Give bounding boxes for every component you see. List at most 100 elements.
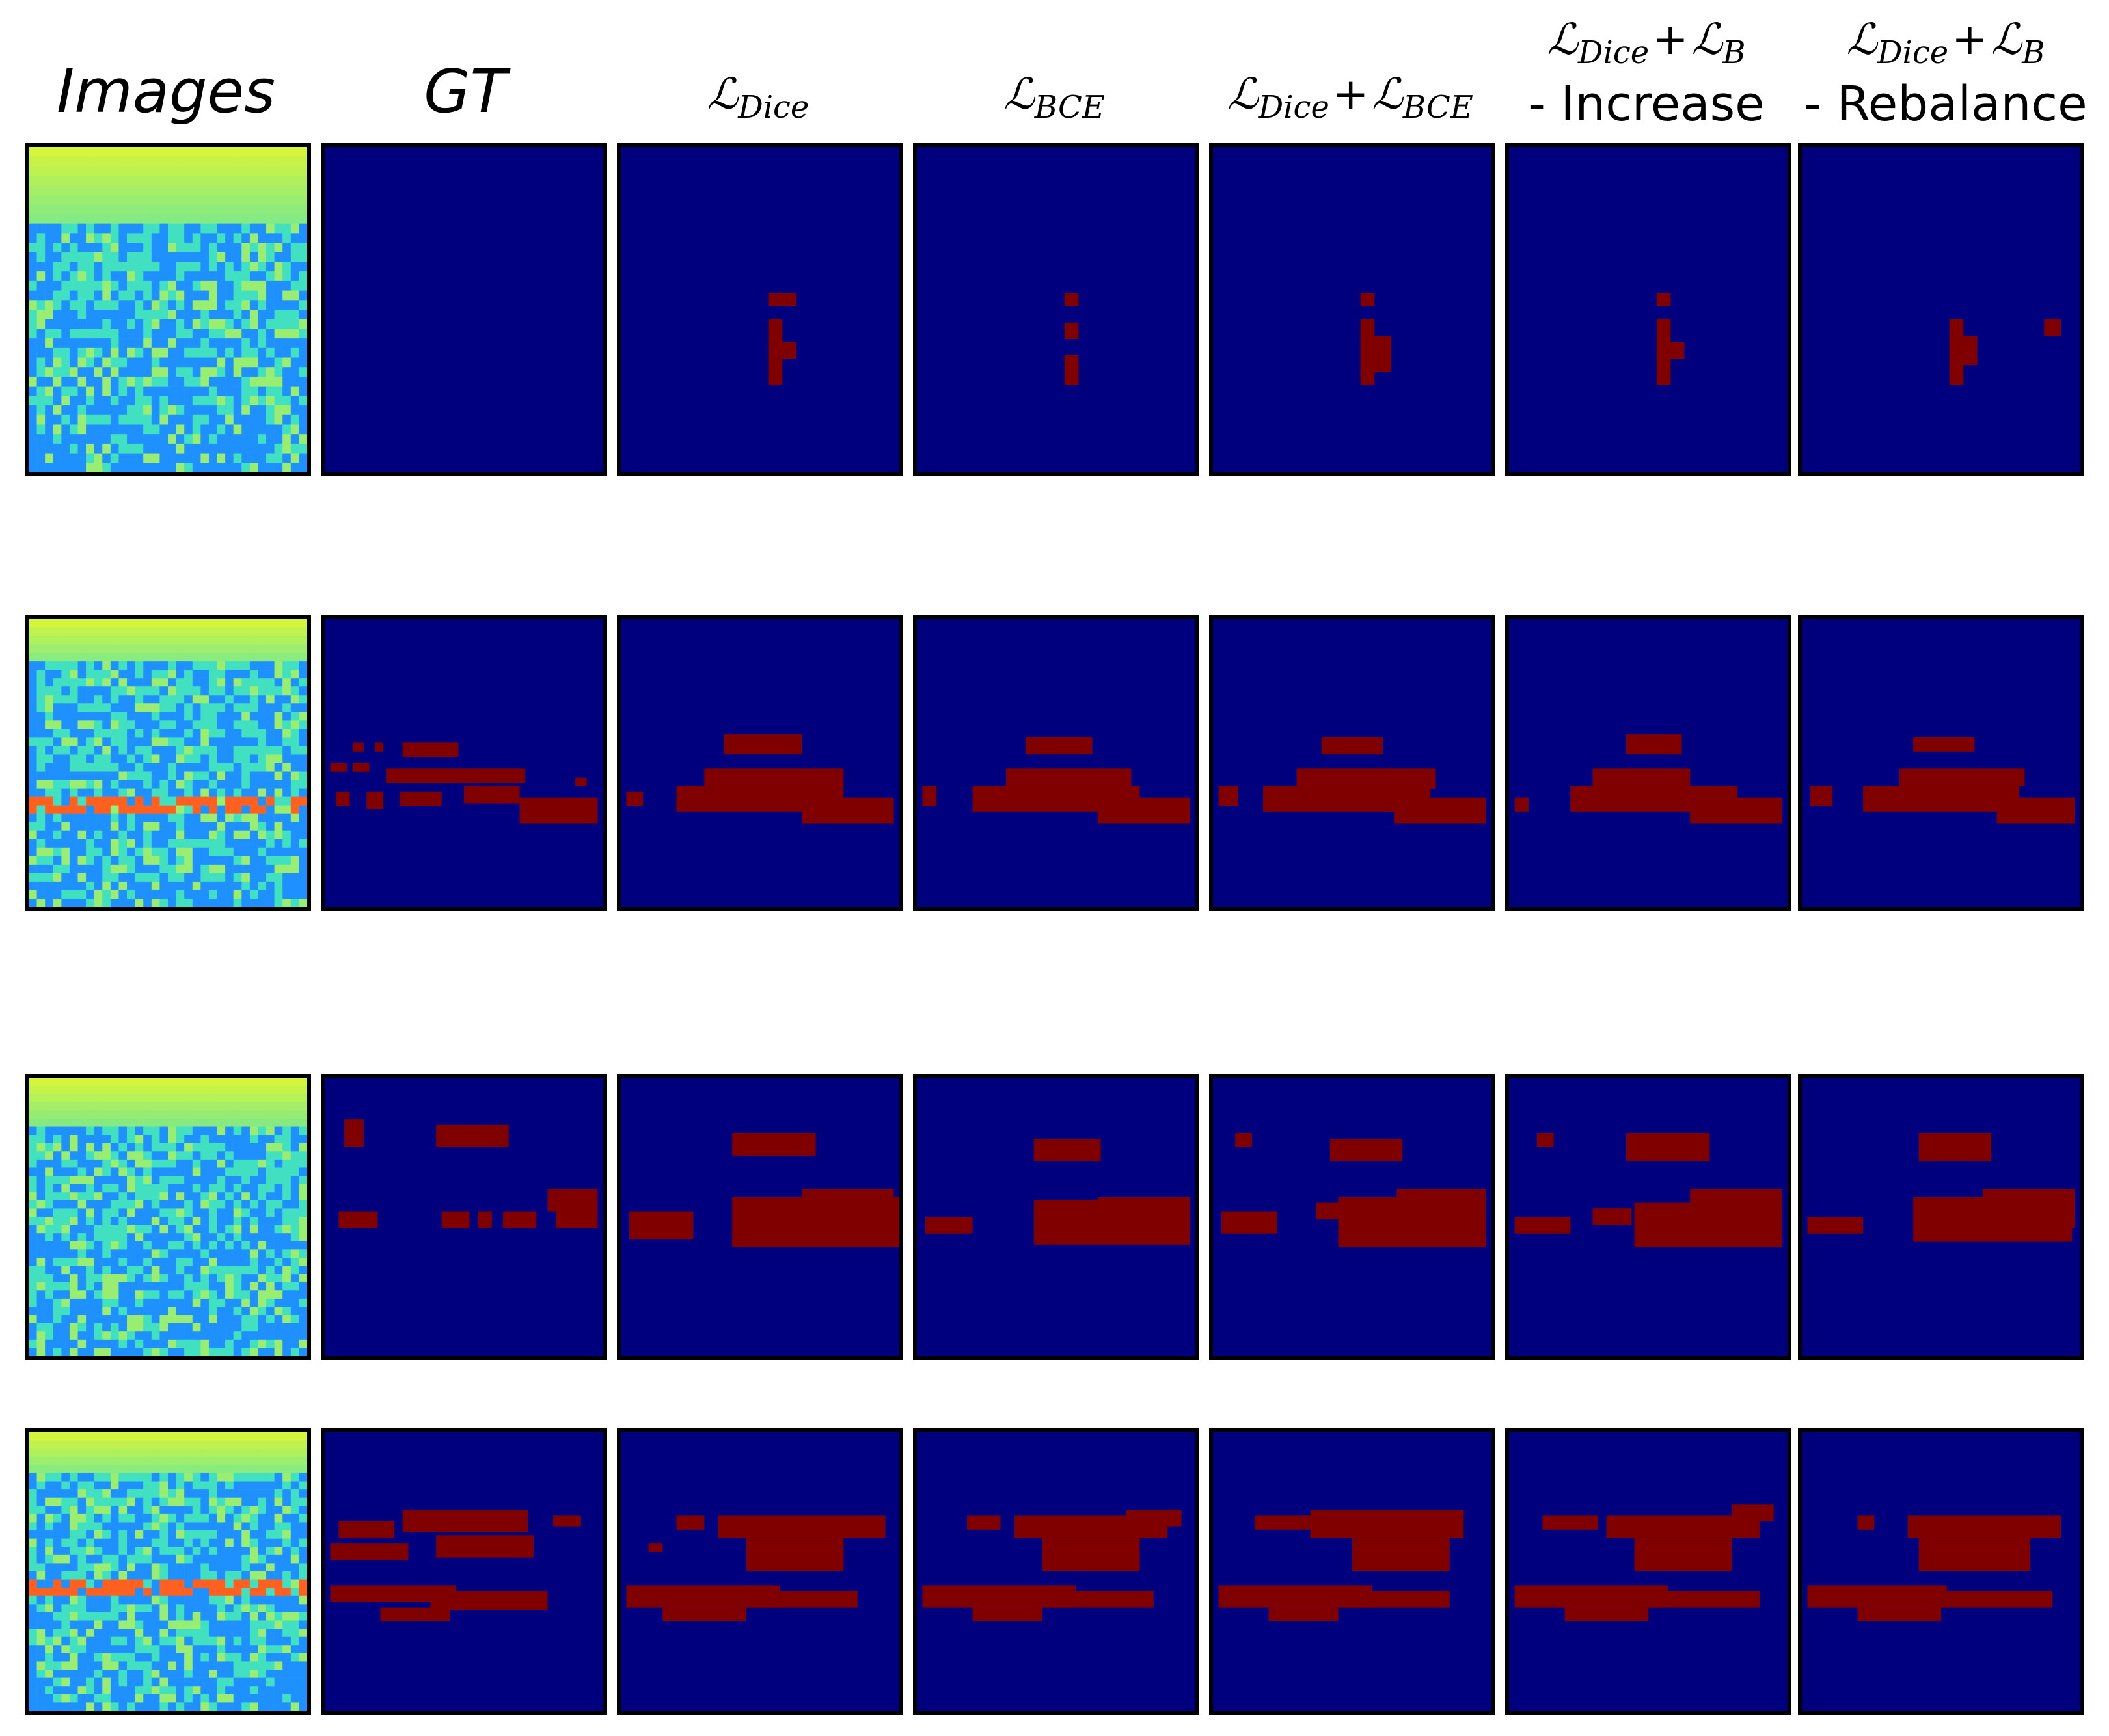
image-pixel [225,1184,234,1193]
image-pixel [258,1702,267,1711]
mask-region [1514,1217,1571,1234]
image-pixel [192,319,201,329]
image-pixel [200,1249,210,1258]
image-pixel [45,1274,53,1282]
image-pixel [127,1481,135,1490]
image-pixel [94,1167,103,1176]
image-pixel [77,1440,87,1449]
image-pixel [151,737,160,746]
image-pixel [143,788,152,797]
image-pixel [77,737,87,746]
image-pixel [176,204,185,215]
image-pixel [86,1670,94,1678]
image-pixel [151,396,160,406]
image-pixel [233,1440,242,1449]
image-pixel [102,1151,111,1160]
image-pixel [184,678,193,687]
image-pixel [36,1200,46,1209]
image-pixel [135,712,144,721]
image-pixel [94,166,103,176]
image-pixel [233,1497,242,1506]
image-pixel [266,788,275,797]
image-pixel [77,223,87,234]
row-3-input-image [25,1074,311,1360]
image-pixel [176,1489,185,1498]
image-pixel [168,1184,176,1193]
image-pixel [233,1135,242,1143]
image-pixel [94,376,103,387]
image-pixel [151,1604,160,1613]
image-pixel [94,627,103,636]
image-pixel [225,796,234,806]
image-pixel [143,1315,152,1323]
image-pixel [29,1604,37,1613]
image-pixel [290,204,299,215]
image-pixel [94,1094,103,1102]
image-pixel [127,300,135,310]
image-pixel [176,1670,185,1678]
image-pixel [94,695,103,704]
image-pixel [241,1290,251,1299]
image-pixel [249,1677,258,1687]
image-pixel [29,780,37,789]
image-pixel [118,763,128,772]
image-pixel [168,780,176,789]
image-pixel [184,156,193,167]
image-pixel [282,1579,292,1588]
image-pixel [266,1645,275,1654]
image-pixel [118,695,128,704]
image-pixel [159,405,169,416]
image-pixel [200,1686,210,1695]
image-pixel [184,213,193,224]
image-pixel [249,661,258,670]
image-pixel [168,386,176,396]
image-pixel [36,280,46,291]
image-pixel [151,156,160,167]
image-pixel [135,805,144,814]
image-pixel [151,347,160,358]
image-pixel [200,1604,210,1613]
image-pixel [241,746,251,755]
image-pixel [69,243,78,253]
image-pixel [53,678,62,687]
image-pixel [86,185,94,195]
mask-region [330,1543,409,1560]
image-pixel [225,1489,234,1498]
image-pixel [176,813,185,822]
image-pixel [233,1217,242,1225]
image-pixel [135,223,144,234]
image-pixel [36,1579,46,1588]
image-pixel [29,1257,37,1266]
image-pixel [36,386,46,396]
image-pixel [266,1143,275,1152]
image-pixel [168,1636,176,1646]
image-pixel [29,1620,37,1629]
image-pixel [266,1489,275,1498]
image-pixel [127,1176,135,1184]
image-pixel [29,1448,37,1457]
image-pixel [118,1645,128,1654]
image-pixel [241,414,251,425]
image-pixel [282,1604,292,1613]
image-pixel [29,771,37,780]
image-pixel [86,856,94,865]
image-pixel [61,1653,70,1662]
image-pixel [159,1661,169,1670]
image-pixel [53,1290,62,1299]
image-pixel [266,805,275,814]
image-pixel [102,300,111,310]
image-pixel [200,1506,210,1515]
image-pixel [290,463,299,472]
image-pixel [69,644,78,653]
image-pixel [266,847,275,857]
image-pixel [258,1184,267,1193]
row-2-dice-svg [626,734,894,824]
image-pixel [53,434,62,444]
image-pixel [249,1159,258,1168]
image-pixel [217,670,226,679]
image-pixel [86,873,94,882]
image-pixel [241,780,251,789]
image-pixel [159,712,169,721]
image-pixel [233,1563,242,1572]
image-pixel [36,319,46,329]
